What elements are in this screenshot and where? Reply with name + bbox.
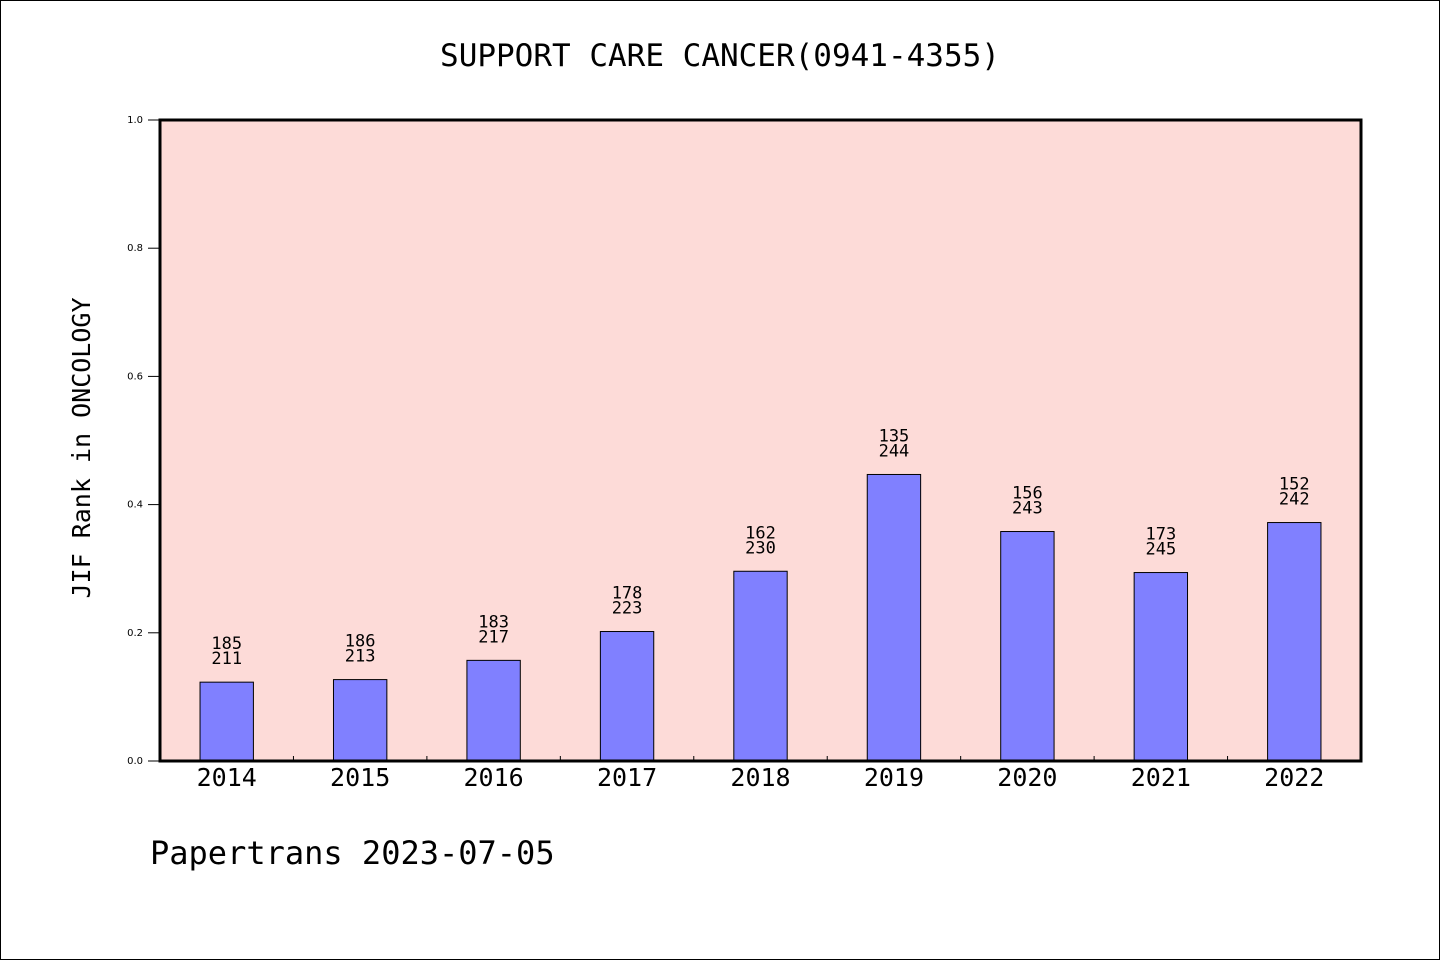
x-tick-label: 2019: [864, 763, 924, 792]
bar-rank-label: 183: [478, 612, 509, 632]
x-axis: 2014 2015 2016 2017 2018 2019 2020 2021 2022: [197, 756, 1324, 792]
bar-labels-group: 1852111862131832171782231622301352441562…: [211, 426, 1309, 669]
y-tick-label: 0.8: [127, 243, 143, 254]
bar-2016: [466, 659, 521, 762]
bars-group: [199, 473, 1322, 762]
bar-total-label: 230: [745, 538, 776, 558]
bar-total-label: 243: [1012, 499, 1043, 519]
y-axis-label: JIF Rank in ONCOLOGY: [67, 297, 96, 598]
x-tick-label: 2021: [1131, 763, 1191, 792]
x-tick-label: 2014: [197, 763, 257, 792]
chart-title: SUPPORT CARE CANCER(0941-4355): [440, 38, 1000, 74]
footer-text: Papertrans 2023-07-05: [150, 834, 555, 872]
bar-total-label: 211: [211, 649, 242, 669]
y-tick-label: 0.4: [127, 500, 143, 511]
plot-border: [158, 118, 1363, 763]
y-tick-label: 0.0: [127, 756, 143, 767]
bar-2014: [199, 681, 254, 762]
bar-total-label: 223: [612, 599, 643, 619]
y-tick-label: 0.2: [127, 628, 143, 639]
bar-2022: [1267, 522, 1322, 762]
y-axis: 0.0 0.2 0.4 0.6 0.8 1.0: [127, 115, 160, 767]
bar-total-label: 244: [879, 441, 910, 461]
bar-total-label: 213: [345, 647, 376, 667]
bar-2018: [733, 570, 788, 762]
y-tick-label: 0.6: [127, 371, 143, 382]
bar-total-label: 242: [1279, 490, 1310, 510]
bar-rank-label: 162: [745, 523, 776, 543]
bar-2021: [1133, 572, 1189, 762]
x-tick-label: 2015: [330, 763, 390, 792]
x-tick-label: 2022: [1264, 763, 1324, 792]
y-tick-label: 1.0: [127, 115, 143, 126]
bar-2019: [866, 473, 922, 762]
x-tick-label: 2020: [997, 763, 1057, 792]
x-tick-label: 2017: [597, 763, 657, 792]
bar-rank-label: 135: [879, 426, 910, 446]
x-tick-label: 2018: [730, 763, 790, 792]
x-tick-label: 2016: [464, 763, 524, 792]
bar-2017: [599, 631, 655, 762]
bar-rank-label: 185: [211, 634, 242, 654]
bar-2020: [1000, 531, 1055, 762]
bar-2015: [332, 679, 388, 762]
bar-rank-label: 152: [1279, 475, 1310, 495]
bar-rank-label: 186: [345, 632, 376, 652]
bar-total-label: 245: [1145, 540, 1176, 560]
bar-rank-label: 173: [1145, 525, 1176, 545]
bar-rank-label: 178: [612, 584, 643, 604]
bar-rank-label: 156: [1012, 484, 1043, 504]
bar-total-label: 217: [478, 627, 509, 647]
